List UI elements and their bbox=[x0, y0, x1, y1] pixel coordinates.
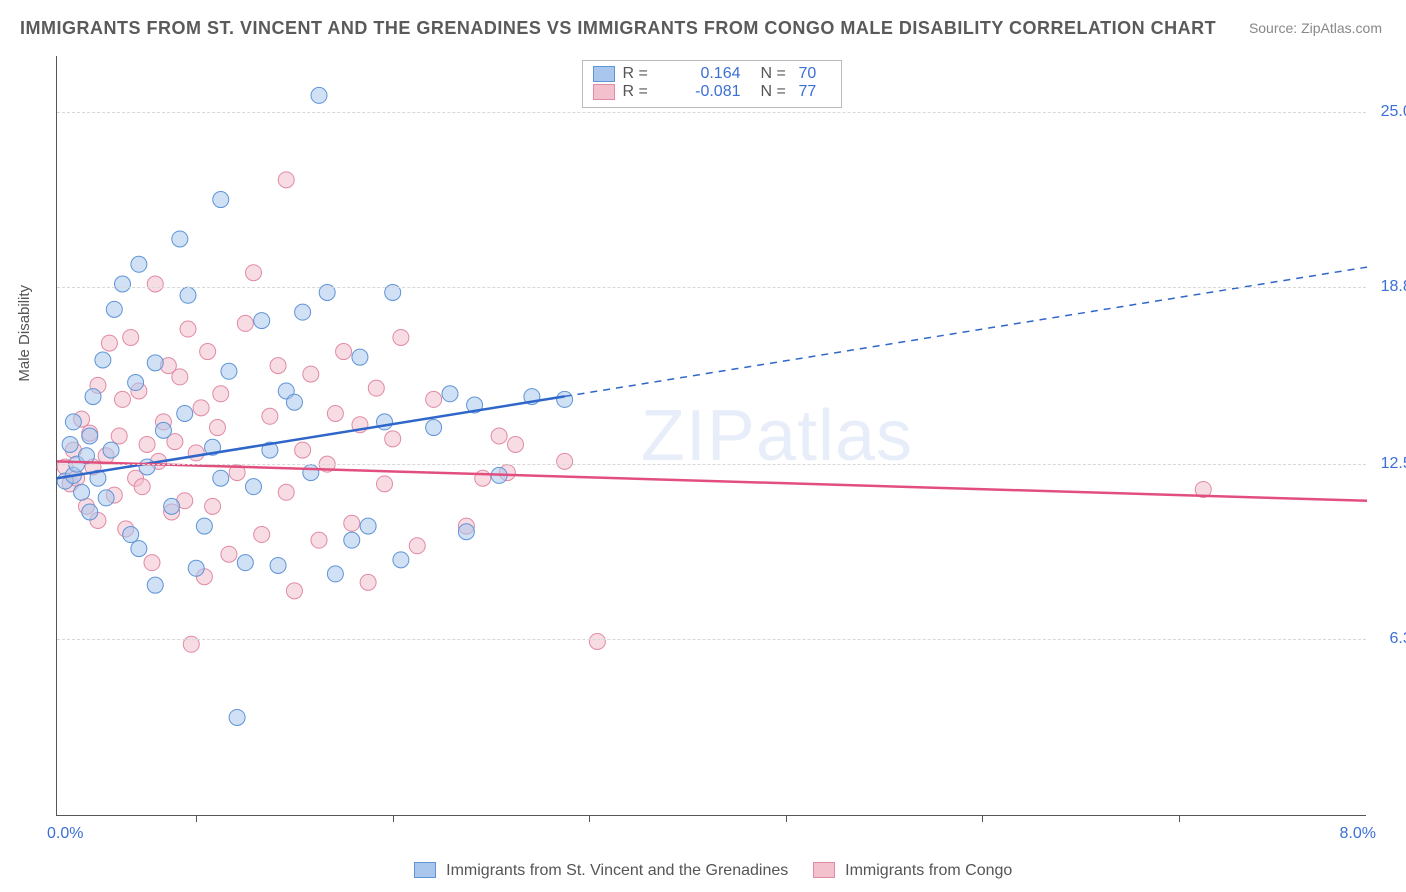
legend-label-a: Immigrants from St. Vincent and the Gren… bbox=[446, 862, 788, 879]
y-tick-label: 12.5% bbox=[1371, 455, 1406, 473]
chart-title: IMMIGRANTS FROM ST. VINCENT AND THE GREN… bbox=[20, 18, 1216, 39]
x-tick bbox=[982, 815, 983, 822]
stat-r-value-a: 0.164 bbox=[671, 65, 741, 83]
swatch-series-a bbox=[414, 862, 436, 878]
x-tick bbox=[1179, 815, 1180, 822]
chart-source: Source: ZipAtlas.com bbox=[1249, 20, 1382, 36]
x-tick bbox=[196, 815, 197, 822]
gridline bbox=[57, 287, 1366, 288]
stats-legend-row-a: R = 0.164 N = 70 bbox=[593, 65, 827, 83]
stat-r-value-b: -0.081 bbox=[671, 83, 741, 101]
gridline bbox=[57, 112, 1366, 113]
stats-legend-box: R = 0.164 N = 70 R = -0.081 N = 77 bbox=[582, 60, 842, 108]
gridline bbox=[57, 639, 1366, 640]
stat-r-label: R = bbox=[623, 83, 663, 101]
gridline bbox=[57, 464, 1366, 465]
bottom-legend: Immigrants from St. Vincent and the Gren… bbox=[0, 862, 1406, 880]
stat-n-label: N = bbox=[761, 83, 791, 101]
source-value: ZipAtlas.com bbox=[1301, 20, 1382, 36]
x-origin-label: 0.0% bbox=[47, 825, 83, 843]
source-label: Source: bbox=[1249, 20, 1297, 36]
stats-legend-row-b: R = -0.081 N = 77 bbox=[593, 83, 827, 101]
y-tick-label: 6.3% bbox=[1371, 630, 1406, 648]
x-tick bbox=[786, 815, 787, 822]
x-tick bbox=[393, 815, 394, 822]
swatch-series-b bbox=[813, 862, 835, 878]
stat-n-label: N = bbox=[761, 65, 791, 83]
y-tick-label: 18.8% bbox=[1371, 278, 1406, 296]
stat-n-value-b: 77 bbox=[799, 83, 827, 101]
legend-label-b: Immigrants from Congo bbox=[845, 862, 1012, 879]
stat-r-label: R = bbox=[623, 65, 663, 83]
swatch-series-a bbox=[593, 66, 615, 82]
chart-svg bbox=[57, 56, 1366, 815]
y-axis-label: Male Disability bbox=[16, 285, 33, 382]
plot-area: ZIPatlas R = 0.164 N = 70 R = -0.081 N =… bbox=[56, 56, 1366, 816]
stat-n-value-a: 70 bbox=[799, 65, 827, 83]
y-tick-label: 25.0% bbox=[1371, 103, 1406, 121]
x-tick bbox=[589, 815, 590, 822]
x-max-label: 8.0% bbox=[1340, 825, 1376, 843]
swatch-series-b bbox=[593, 84, 615, 100]
